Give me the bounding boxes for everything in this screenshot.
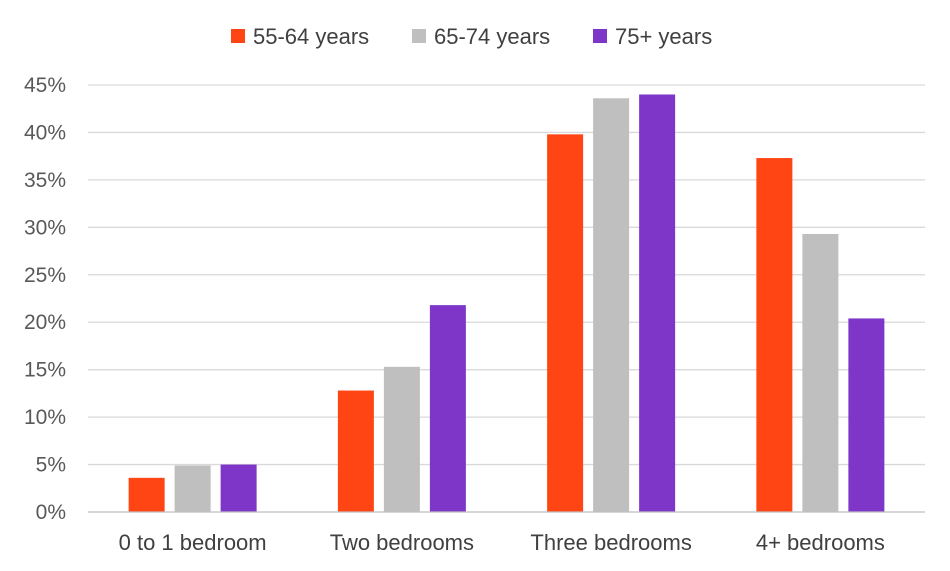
legend-label: 55-64 years [253,24,369,49]
legend-label: 75+ years [615,24,712,49]
bar-55-64-years [756,158,793,512]
legend-swatch-65-74-years [412,29,426,43]
y-tick-label: 20% [24,311,66,334]
y-tick-label: 35% [24,169,66,192]
y-tick-label: 25% [24,264,66,287]
bar-65-74-years [802,233,839,512]
bar-75-years [220,464,257,512]
legend-swatch-55-64-years [231,29,245,43]
x-category-label: Three bedrooms [530,530,691,555]
bar-75-years [848,318,885,512]
y-axis: 0% 5% 10% 15% 20% 25% 30% 35% 40% 45% [24,74,66,524]
gridlines [88,84,925,466]
bar-75-years [429,305,466,512]
y-tick-label: 0% [36,501,66,524]
x-axis-labels: 0 to 1 bedroom Two bedrooms Three bedrooms… [119,530,885,555]
legend-label: 65-74 years [434,24,550,49]
y-tick-label: 10% [24,406,66,429]
y-tick-label: 15% [24,359,66,382]
legend: 55-64 years 65-74 years 75+ years [231,24,712,49]
legend-swatch-75-years [593,29,607,43]
y-tick-label: 40% [24,121,66,144]
x-category-label: 4+ bedrooms [756,530,885,555]
bar-55-64-years [128,477,165,512]
bar-65-74-years [383,366,420,512]
bar-65-74-years [593,98,630,512]
y-tick-label: 45% [24,74,66,97]
bar-55-64-years [337,390,374,512]
bar-65-74-years [174,465,211,512]
bar-75-years [639,94,676,512]
bars [128,94,885,512]
bar-55-64-years [547,134,584,512]
y-tick-label: 30% [24,216,66,239]
y-tick-label: 5% [36,454,66,477]
x-category-label: Two bedrooms [330,530,474,555]
x-category-label: 0 to 1 bedroom [119,530,267,555]
